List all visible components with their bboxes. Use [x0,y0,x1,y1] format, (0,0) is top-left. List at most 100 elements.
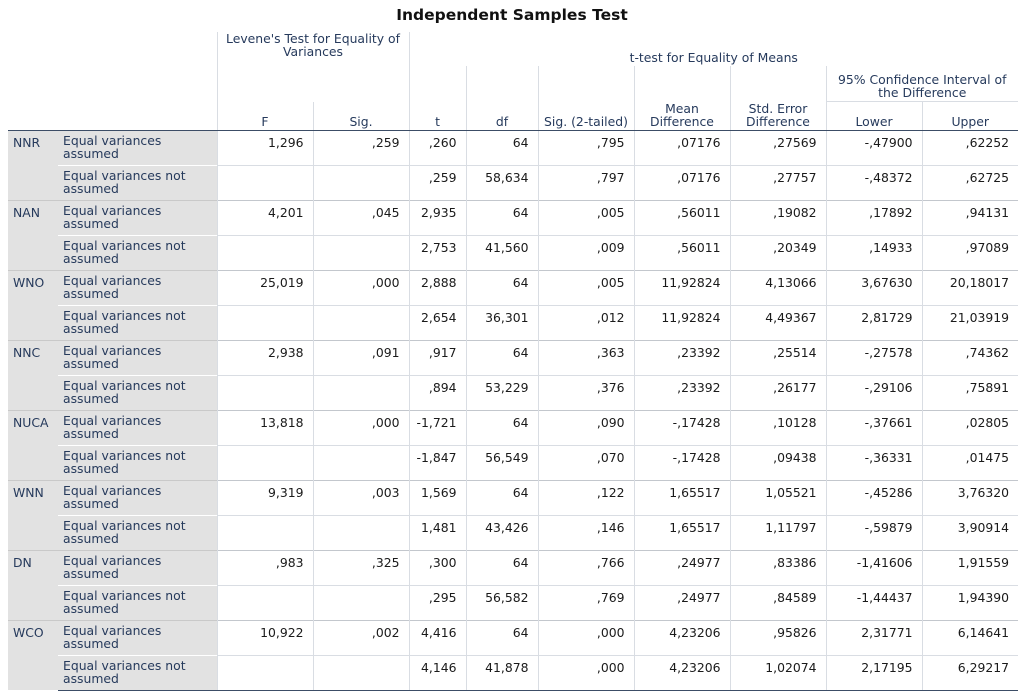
cell-t: 4,416 [408,619,466,655]
table-row: Equal variances not assumed 2,753 41,560,0… [8,234,1018,270]
cell-md: -,17428 [633,444,730,480]
cell-upper: 21,03919 [921,304,1018,340]
cell-t: ,300 [408,549,466,585]
cell-df: 64 [465,619,538,655]
cell-md: ,23392 [633,374,730,410]
independent-samples-test-table: Levene's Test for Equality of Variances … [8,32,1018,691]
cell-sig: ,091 [312,339,409,375]
cell-sig: ,259 [312,129,409,165]
cell-F: 13,818 [216,409,313,445]
cell-df: 64 [465,339,538,375]
cell-sig-empty [312,584,409,620]
cell-f-empty [216,164,313,200]
cell-lower: 3,67630 [825,269,922,305]
table-row: WCO Equal variances assumed 10,922,002 4,41… [8,619,1018,690]
cell-sig2: ,376 [537,374,634,410]
cell-t: ,894 [408,374,466,410]
cell-se: ,84589 [729,584,826,620]
cell-lower: ,14933 [825,234,922,270]
cell-sig2: ,766 [537,549,634,585]
df-spacer [465,66,538,102]
col-upper: Upper [921,101,1018,131]
col-f: F [216,101,313,131]
table-row: NUCA Equal variances assumed 13,818,000 -1,… [8,409,1018,480]
cell-df: 41,878 [465,654,538,691]
cell-lower: -,48372 [825,164,922,200]
cell-sig2: ,797 [537,164,634,200]
variable-name: WNN [8,479,58,550]
table-row: Equal variances not assumed -1,847 56,549,… [8,444,1018,480]
cell-f-empty [216,374,313,410]
se-spacer [729,66,826,102]
table-row: DN Equal variances assumed ,983,325,300 64,… [8,549,1018,620]
cell-t: ,917 [408,339,466,375]
cell-upper: ,02805 [921,409,1018,445]
cell-t: -1,721 [408,409,466,445]
corner-cell [8,32,217,102]
cell-se: 4,13066 [729,269,826,305]
cell-F: 9,319 [216,479,313,515]
cell-upper: 3,76320 [921,479,1018,515]
cell-md: ,56011 [633,234,730,270]
table-row: Equal variances not assumed ,259 58,634,79… [8,164,1018,200]
col-t: t [408,101,466,131]
cell-t: 2,888 [408,269,466,305]
cell-t: 2,654 [408,304,466,340]
cell-sig-empty [312,374,409,410]
table-row: NNR Equal variances assumed 1,296,259,260 6… [8,129,1018,200]
levene-header: Levene's Test for Equality of Variances [216,32,409,66]
row-label-assumed: Equal variances assumed [58,479,217,515]
col-std-error-difference: Std. Error Difference [729,101,826,131]
cell-f-empty [216,304,313,340]
cell-sig2: ,005 [537,199,634,235]
cell-md: 11,92824 [633,304,730,340]
cell-f-empty [216,234,313,270]
cell-se: ,25514 [729,339,826,375]
cell-upper: 1,91559 [921,549,1018,585]
cell-upper: 1,94390 [921,584,1018,620]
row-label-not-assumed: Equal variances not assumed [58,584,217,620]
t-spacer [408,66,466,102]
cell-sig2: ,070 [537,444,634,480]
cell-F: ,983 [216,549,313,585]
cell-sig: ,325 [312,549,409,585]
cell-F: 25,019 [216,269,313,305]
table-row: Equal variances not assumed 4,146 41,878,0… [8,654,1018,691]
cell-sig2: ,769 [537,584,634,620]
cell-upper: 3,90914 [921,514,1018,550]
cell-sig2: ,012 [537,304,634,340]
cell-sig2: ,146 [537,514,634,550]
cell-md: -,17428 [633,409,730,445]
cell-sig: ,000 [312,269,409,305]
row-label-not-assumed: Equal variances not assumed [58,654,217,691]
cell-sig: ,000 [312,409,409,445]
cell-md: 11,92824 [633,269,730,305]
cell-lower: 2,81729 [825,304,922,340]
cell-df: 64 [465,269,538,305]
row-label-assumed: Equal variances assumed [58,199,217,235]
cell-lower: -,37661 [825,409,922,445]
cell-se: ,10128 [729,409,826,445]
cell-lower: -,47900 [825,129,922,165]
cell-df: 64 [465,129,538,165]
cell-F: 1,296 [216,129,313,165]
levene-spacer [216,66,409,102]
sig2-spacer [537,66,634,102]
table-title: Independent Samples Test [396,6,628,24]
cell-upper: ,74362 [921,339,1018,375]
cell-md: ,56011 [633,199,730,235]
ttest-header: t-test for Equality of Means [408,32,1018,66]
row-label-not-assumed: Equal variances not assumed [58,234,217,270]
cell-df: 58,634 [465,164,538,200]
cell-sig: ,045 [312,199,409,235]
ci-header: 95% Confidence Interval of the Differenc… [825,66,1018,102]
cell-lower: -1,44437 [825,584,922,620]
table-row: Equal variances not assumed 2,654 36,301,0… [8,304,1018,340]
cell-se: 1,11797 [729,514,826,550]
col-mean-difference: Mean Difference [633,101,730,131]
cell-md: ,07176 [633,129,730,165]
cell-t: 2,935 [408,199,466,235]
cell-t: 4,146 [408,654,466,691]
cell-sig: ,003 [312,479,409,515]
cell-sig2: ,005 [537,269,634,305]
